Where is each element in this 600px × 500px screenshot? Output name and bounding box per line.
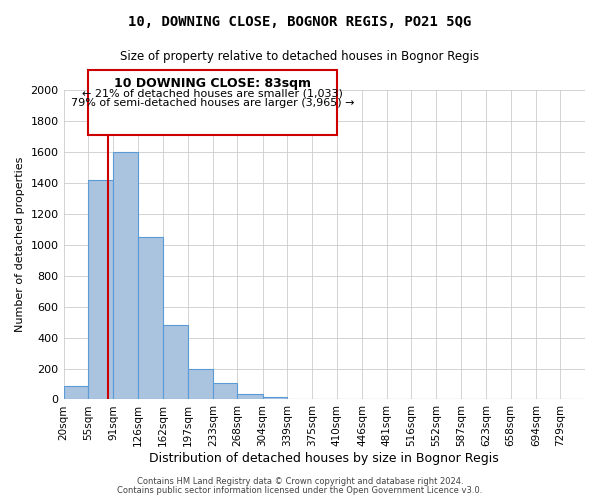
FancyBboxPatch shape	[88, 70, 337, 135]
X-axis label: Distribution of detached houses by size in Bognor Regis: Distribution of detached houses by size …	[149, 452, 499, 465]
Bar	[238, 394, 263, 400]
Bar	[213, 383, 238, 400]
Text: 10 DOWNING CLOSE: 83sqm: 10 DOWNING CLOSE: 83sqm	[114, 77, 311, 90]
Bar	[163, 325, 188, 400]
Text: Size of property relative to detached houses in Bognor Regis: Size of property relative to detached ho…	[121, 50, 479, 63]
Bar	[263, 396, 287, 400]
Text: Contains HM Land Registry data © Crown copyright and database right 2024.: Contains HM Land Registry data © Crown c…	[137, 477, 463, 486]
Text: ← 21% of detached houses are smaller (1,033): ← 21% of detached houses are smaller (1,…	[82, 88, 343, 99]
Bar	[113, 152, 138, 400]
Text: Contains public sector information licensed under the Open Government Licence v3: Contains public sector information licen…	[118, 486, 482, 495]
Y-axis label: Number of detached properties: Number of detached properties	[15, 157, 25, 332]
Bar	[64, 386, 88, 400]
Bar	[188, 368, 213, 400]
Text: 10, DOWNING CLOSE, BOGNOR REGIS, PO21 5QG: 10, DOWNING CLOSE, BOGNOR REGIS, PO21 5Q…	[128, 15, 472, 29]
Bar	[138, 237, 163, 400]
Text: 79% of semi-detached houses are larger (3,965) →: 79% of semi-detached houses are larger (…	[71, 98, 354, 108]
Bar	[88, 180, 113, 400]
